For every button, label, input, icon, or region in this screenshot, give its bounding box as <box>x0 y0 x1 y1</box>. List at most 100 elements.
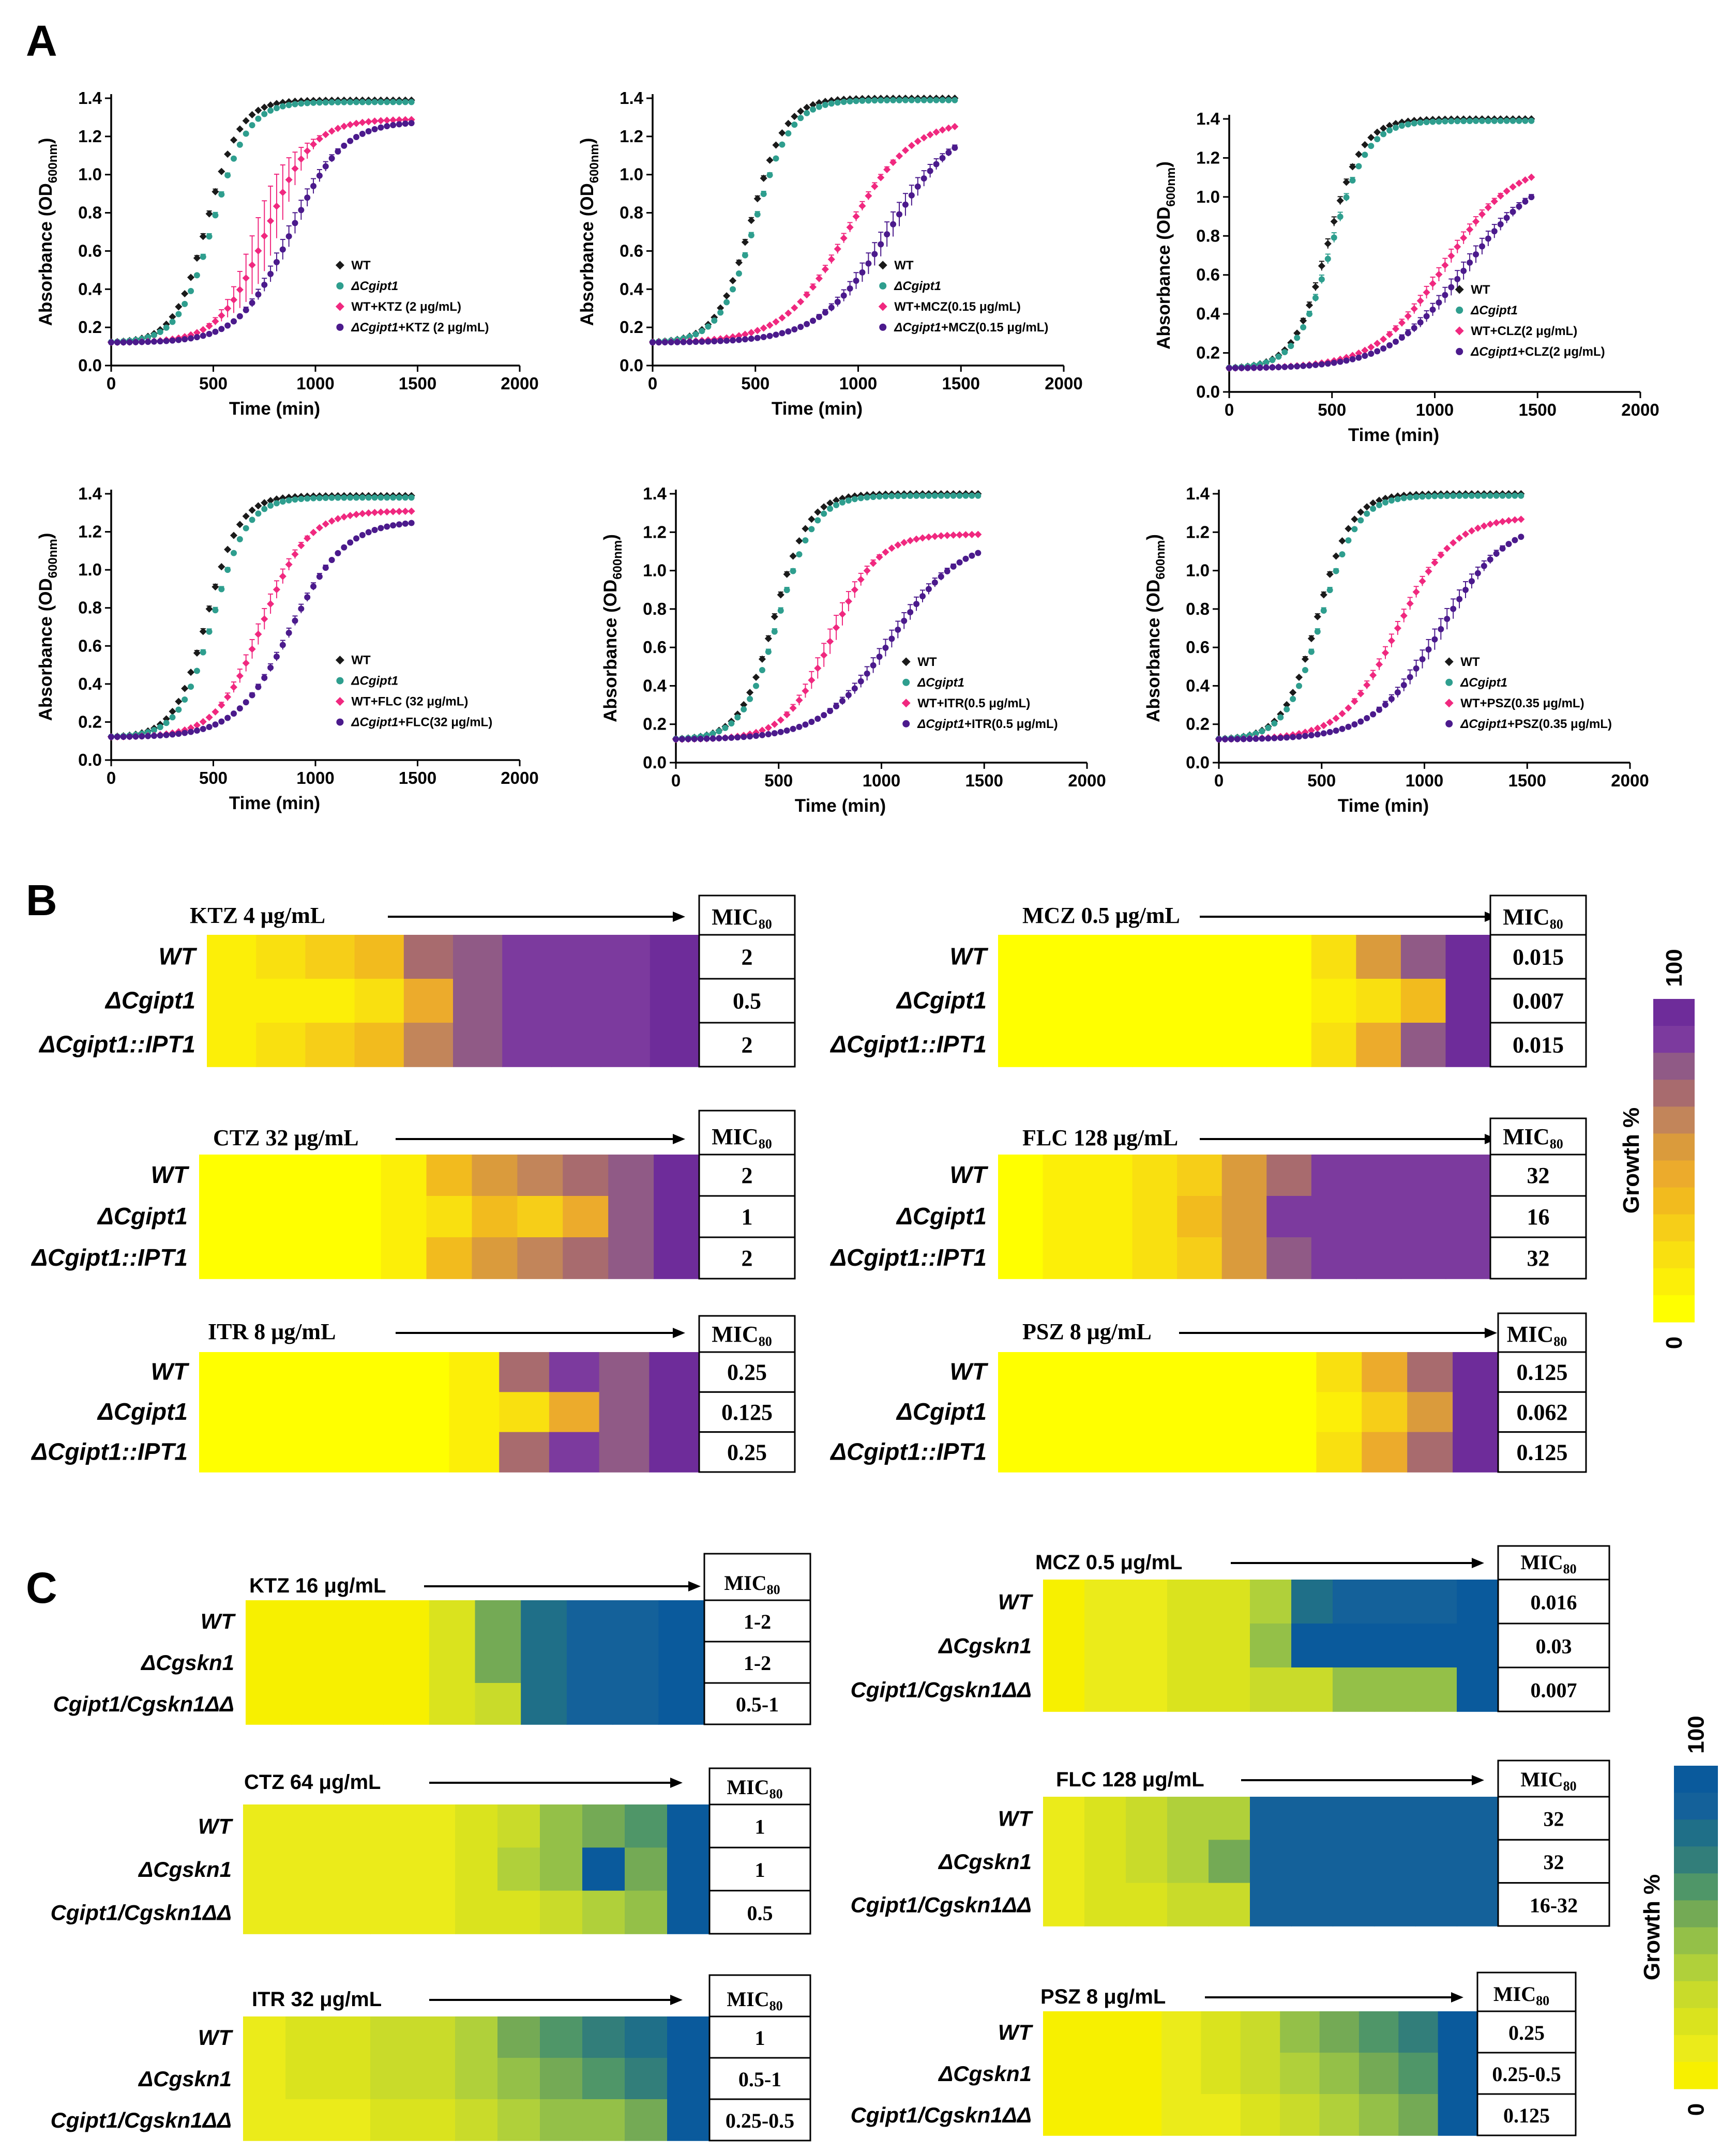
growth-plot-3: 0 500 1000 1500 20000.00.20.40.60.81.01.21.4… <box>1154 109 1659 445</box>
data-point <box>729 277 737 284</box>
data-point <box>310 583 317 590</box>
legend-marker <box>335 656 344 665</box>
data-point <box>796 723 803 730</box>
heatmap-cell <box>244 1237 291 1279</box>
data-point <box>908 97 915 103</box>
x-tick-label: 2000 <box>1611 771 1649 790</box>
x-tick-label: 2000 <box>1045 374 1082 393</box>
data-point <box>304 535 311 542</box>
heatmap-cell <box>337 1600 384 1642</box>
data-point <box>371 99 378 105</box>
data-point <box>279 246 286 253</box>
y-tick-label: 1.0 <box>78 560 102 579</box>
data-point <box>852 213 860 220</box>
heatmap-cell <box>472 1196 518 1238</box>
heatmap-cell <box>243 1804 286 1848</box>
heatmap-cell <box>1374 1580 1416 1624</box>
data-point <box>181 685 189 692</box>
data-point <box>944 568 950 574</box>
data-point <box>741 330 749 338</box>
heatmap-cell <box>1134 1352 1181 1393</box>
y-tick-label: 0.8 <box>78 598 102 617</box>
heatmap-cell <box>1250 1624 1292 1668</box>
arrow-head <box>673 912 685 922</box>
legend-marker <box>336 323 344 331</box>
data-point <box>1431 559 1439 567</box>
heatmap-cell <box>207 1023 256 1067</box>
data-point <box>760 174 767 182</box>
data-point <box>884 97 890 103</box>
data-point <box>230 136 238 144</box>
data-point <box>1460 267 1467 274</box>
y-tick-label: 0.8 <box>620 203 643 222</box>
heatmap-cell <box>449 1352 500 1393</box>
data-point <box>188 287 194 294</box>
heatmap-cell <box>349 1432 400 1473</box>
mic-header: MIC80 <box>724 1571 780 1597</box>
data-point <box>248 645 256 653</box>
data-point <box>1431 636 1438 643</box>
data-point <box>808 719 815 725</box>
data-point <box>827 708 834 715</box>
data-point <box>402 120 409 127</box>
colorbar-segment <box>1653 1106 1695 1134</box>
data-point <box>969 492 975 499</box>
heatmap-cell <box>612 1683 659 1725</box>
series-4 <box>650 144 958 346</box>
mic-value: 0.125 <box>1517 1439 1568 1465</box>
data-point <box>1333 568 1339 574</box>
data-point <box>182 696 188 703</box>
y-tick-label: 0.2 <box>1186 715 1210 734</box>
heatmap-cell <box>453 979 503 1023</box>
data-point <box>310 495 317 502</box>
y-tick-label: 0.4 <box>78 279 102 298</box>
mic-cell <box>1476 2010 1577 2054</box>
data-point <box>205 322 213 330</box>
data-point <box>309 140 318 148</box>
data-point <box>686 339 693 345</box>
data-point <box>1370 505 1377 512</box>
heatmap-cell <box>305 1023 355 1067</box>
heatmap-cell <box>1134 1432 1181 1473</box>
heatmap-cell <box>291 1683 338 1725</box>
data-point <box>870 494 877 500</box>
data-point <box>1369 671 1377 679</box>
data-point <box>864 494 870 501</box>
data-point <box>1485 235 1491 242</box>
data-point <box>1368 143 1375 149</box>
heatmap-cell <box>455 2058 498 2100</box>
legend-entry: WT+FLC (32 μg/mL) <box>351 695 468 709</box>
data-point <box>1474 524 1482 532</box>
heatmap-cell <box>582 1847 625 1891</box>
data-point <box>1324 360 1331 367</box>
data-point <box>273 653 280 660</box>
data-point <box>920 175 927 182</box>
mic-value: 0.125 <box>1517 1360 1568 1385</box>
data-point <box>1406 600 1414 608</box>
data-point <box>231 155 237 162</box>
mic-value: 0.25-0.5 <box>1492 2062 1561 2086</box>
data-point <box>383 508 391 515</box>
data-point <box>760 191 767 198</box>
heatmap-cell <box>399 1352 450 1393</box>
data-point <box>913 492 920 499</box>
legend-entry: WT <box>351 259 371 272</box>
heatmap-title: CTZ 64 μg/mL <box>244 1771 381 1794</box>
data-point <box>267 502 274 509</box>
data-point <box>844 598 852 605</box>
heatmap-cell <box>1438 2094 1478 2136</box>
data-point <box>907 537 914 544</box>
data-point <box>297 155 305 163</box>
data-point <box>950 563 957 570</box>
data-point <box>1450 493 1457 499</box>
data-point <box>1405 330 1411 337</box>
colorbar-segment <box>1674 1954 1718 1982</box>
data-point <box>249 692 255 699</box>
data-point <box>218 701 225 709</box>
data-point <box>407 507 415 515</box>
mic-header-cell <box>1497 1545 1610 1581</box>
data-point <box>797 298 805 306</box>
data-point <box>791 326 798 332</box>
data-point <box>114 339 120 346</box>
data-point <box>747 329 755 337</box>
